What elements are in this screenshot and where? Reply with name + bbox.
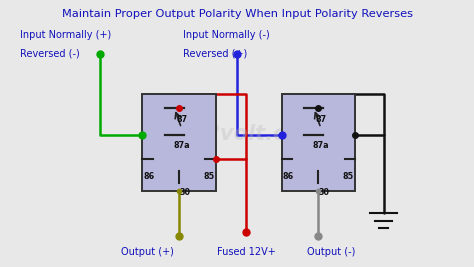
Bar	[143, 94, 216, 191]
Text: the12volt.com: the12volt.com	[152, 124, 322, 143]
Text: Reversed (+): Reversed (+)	[182, 49, 247, 59]
Bar	[282, 94, 355, 191]
Text: 85: 85	[203, 172, 215, 181]
Text: 87a: 87a	[313, 142, 329, 151]
Text: 86: 86	[144, 172, 155, 181]
Text: 87: 87	[176, 115, 187, 124]
Text: 86: 86	[283, 172, 294, 181]
Text: 87: 87	[316, 115, 327, 124]
Text: Maintain Proper Output Polarity When Input Polarity Reverses: Maintain Proper Output Polarity When Inp…	[62, 9, 412, 19]
Text: 30: 30	[319, 189, 329, 198]
Text: 30: 30	[179, 189, 190, 198]
Text: Input Normally (-): Input Normally (-)	[182, 30, 269, 40]
Text: Fused 12V+: Fused 12V+	[217, 247, 276, 257]
Text: Output (-): Output (-)	[307, 247, 356, 257]
Text: Input Normally (+): Input Normally (+)	[19, 30, 111, 40]
Text: Output (+): Output (+)	[121, 247, 173, 257]
Text: 85: 85	[343, 172, 354, 181]
Text: Reversed (-): Reversed (-)	[19, 49, 79, 59]
Text: 87a: 87a	[173, 142, 190, 151]
